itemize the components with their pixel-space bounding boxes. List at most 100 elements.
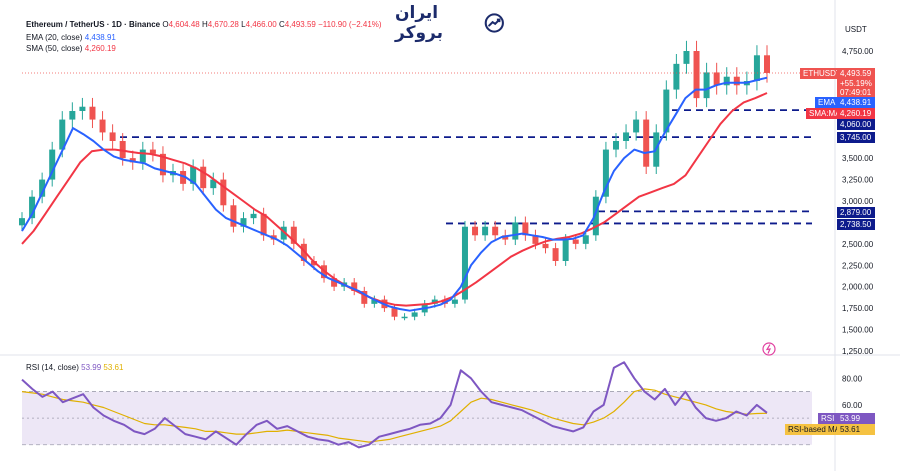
- candle-body: [331, 278, 338, 287]
- candle-body: [69, 111, 76, 120]
- ema-legend[interactable]: EMA (20, close) 4,438.91: [26, 32, 116, 43]
- candle-body: [602, 149, 609, 197]
- candle-body: [512, 222, 519, 240]
- candle-body: [371, 299, 378, 304]
- rsi-tick-label: 80.00: [842, 374, 863, 383]
- sma-legend[interactable]: SMA (50, close) 4,260.19: [26, 43, 116, 54]
- candle-countdown: 07:49:01: [837, 87, 875, 98]
- rsi-ma-axis-name: RSI-based MA: [785, 424, 844, 435]
- close-label: C: [278, 20, 285, 29]
- price-change-tag: +55.19%: [837, 78, 875, 89]
- candle-body: [119, 141, 126, 159]
- rsi-ma-axis-value: 53.61: [837, 424, 875, 435]
- sma-50-line: [21, 92, 768, 307]
- price-tick-label: 1,750.00: [842, 304, 874, 313]
- price-tick-label: 2,000.00: [842, 283, 874, 292]
- candle-body: [109, 132, 116, 141]
- candle-body: [149, 149, 156, 154]
- candle-body: [49, 149, 56, 180]
- candle-body: [99, 119, 106, 133]
- price-tag: 4,493.59: [837, 68, 875, 79]
- candle-body: [180, 171, 187, 184]
- rsi-legend-value: 53.99: [81, 363, 102, 372]
- candle-body: [633, 119, 640, 133]
- candle-body: [542, 243, 549, 249]
- candle-body: [482, 226, 489, 236]
- candle-body: [502, 235, 509, 240]
- price-tick-label: 1,500.00: [842, 326, 874, 335]
- candle-body: [159, 153, 166, 176]
- lightning-icon[interactable]: [762, 342, 776, 356]
- candle-body: [572, 239, 579, 244]
- rsi-axis-name: RSI: [818, 413, 838, 424]
- candle-body: [461, 226, 468, 300]
- candle-body: [230, 205, 237, 227]
- candle-body: [643, 119, 650, 167]
- candle-body: [260, 213, 267, 236]
- rsi-line: [21, 361, 768, 449]
- candle-body: [623, 132, 630, 141]
- candle-body: [723, 76, 730, 86]
- candle-body: [411, 312, 418, 317]
- price-tick-label: 3,000.00: [842, 197, 874, 206]
- price-tick-label: 4,750.00: [842, 47, 874, 56]
- currency-label[interactable]: USDT: [845, 25, 867, 34]
- price-tick-label: 3,250.00: [842, 176, 874, 185]
- level-4060-tag: 4,060.00: [837, 119, 875, 130]
- candle-body: [713, 72, 720, 86]
- brand-name: ایران بروکر: [395, 3, 443, 43]
- candle-body: [733, 76, 740, 86]
- candle-body: [129, 158, 136, 163]
- candle-body: [250, 213, 257, 219]
- candle-body: [240, 218, 247, 227]
- candle-body: [764, 55, 770, 73]
- ema-legend-label: EMA (20, close): [26, 33, 83, 42]
- candle-body: [401, 316, 408, 319]
- sma-legend-value: 4,260.19: [84, 44, 116, 53]
- level-3745-tag: 3,745.00: [837, 132, 875, 143]
- candle-body: [552, 248, 559, 261]
- candle-body: [592, 196, 599, 236]
- candle-body: [361, 291, 368, 304]
- rsi-axis-value: 53.99: [837, 413, 875, 424]
- candle-body: [391, 308, 398, 317]
- symbol-title[interactable]: Ethereum / TetherUS · 1D · Binance: [26, 20, 161, 29]
- sma-axis-name: SMA:MA: [806, 108, 844, 119]
- candle-body: [290, 226, 297, 244]
- candle-body: [522, 222, 529, 236]
- candle-body: [280, 226, 287, 240]
- candle-body: [89, 106, 96, 120]
- price-tick-label: 1,250.00: [842, 347, 874, 356]
- candle-body: [210, 179, 217, 189]
- ema-axis-value: 4,438.91: [837, 97, 875, 108]
- rsi-ma-legend-value: 53.61: [103, 363, 124, 372]
- candle-body: [612, 141, 619, 150]
- ohlc-legend: Ethereum / TetherUS · 1D · Binance O4,60…: [26, 19, 382, 30]
- level-2738-tag: 2,738.50: [837, 219, 875, 230]
- level-2879-tag: 2,879.00: [837, 207, 875, 218]
- sma-legend-label: SMA (50, close): [26, 44, 83, 53]
- candle-body: [492, 226, 499, 236]
- price-tick-label: 3,500.00: [842, 154, 874, 163]
- rsi-tick-label: 60.00: [842, 401, 863, 410]
- sma-axis-value: 4,260.19: [837, 108, 875, 119]
- candle-body: [79, 106, 86, 111]
- candle-body: [683, 51, 690, 64]
- candle-body: [200, 166, 207, 189]
- ema-20-line: [21, 76, 768, 312]
- candle-body: [220, 179, 227, 206]
- candle-body: [59, 119, 66, 150]
- candle-body: [139, 149, 146, 163]
- candle-body: [451, 299, 458, 304]
- candle-body: [703, 72, 710, 99]
- candle-body: [532, 235, 539, 244]
- candle-body: [582, 235, 589, 244]
- ema-axis-name: EMA: [815, 97, 839, 108]
- candle-body: [190, 166, 197, 184]
- rsi-legend[interactable]: RSI (14, close) 53.99 53.61: [26, 362, 123, 373]
- low-label: L: [241, 20, 246, 29]
- candle-body: [300, 243, 307, 261]
- candle-body: [693, 51, 700, 99]
- candle-body: [472, 226, 479, 236]
